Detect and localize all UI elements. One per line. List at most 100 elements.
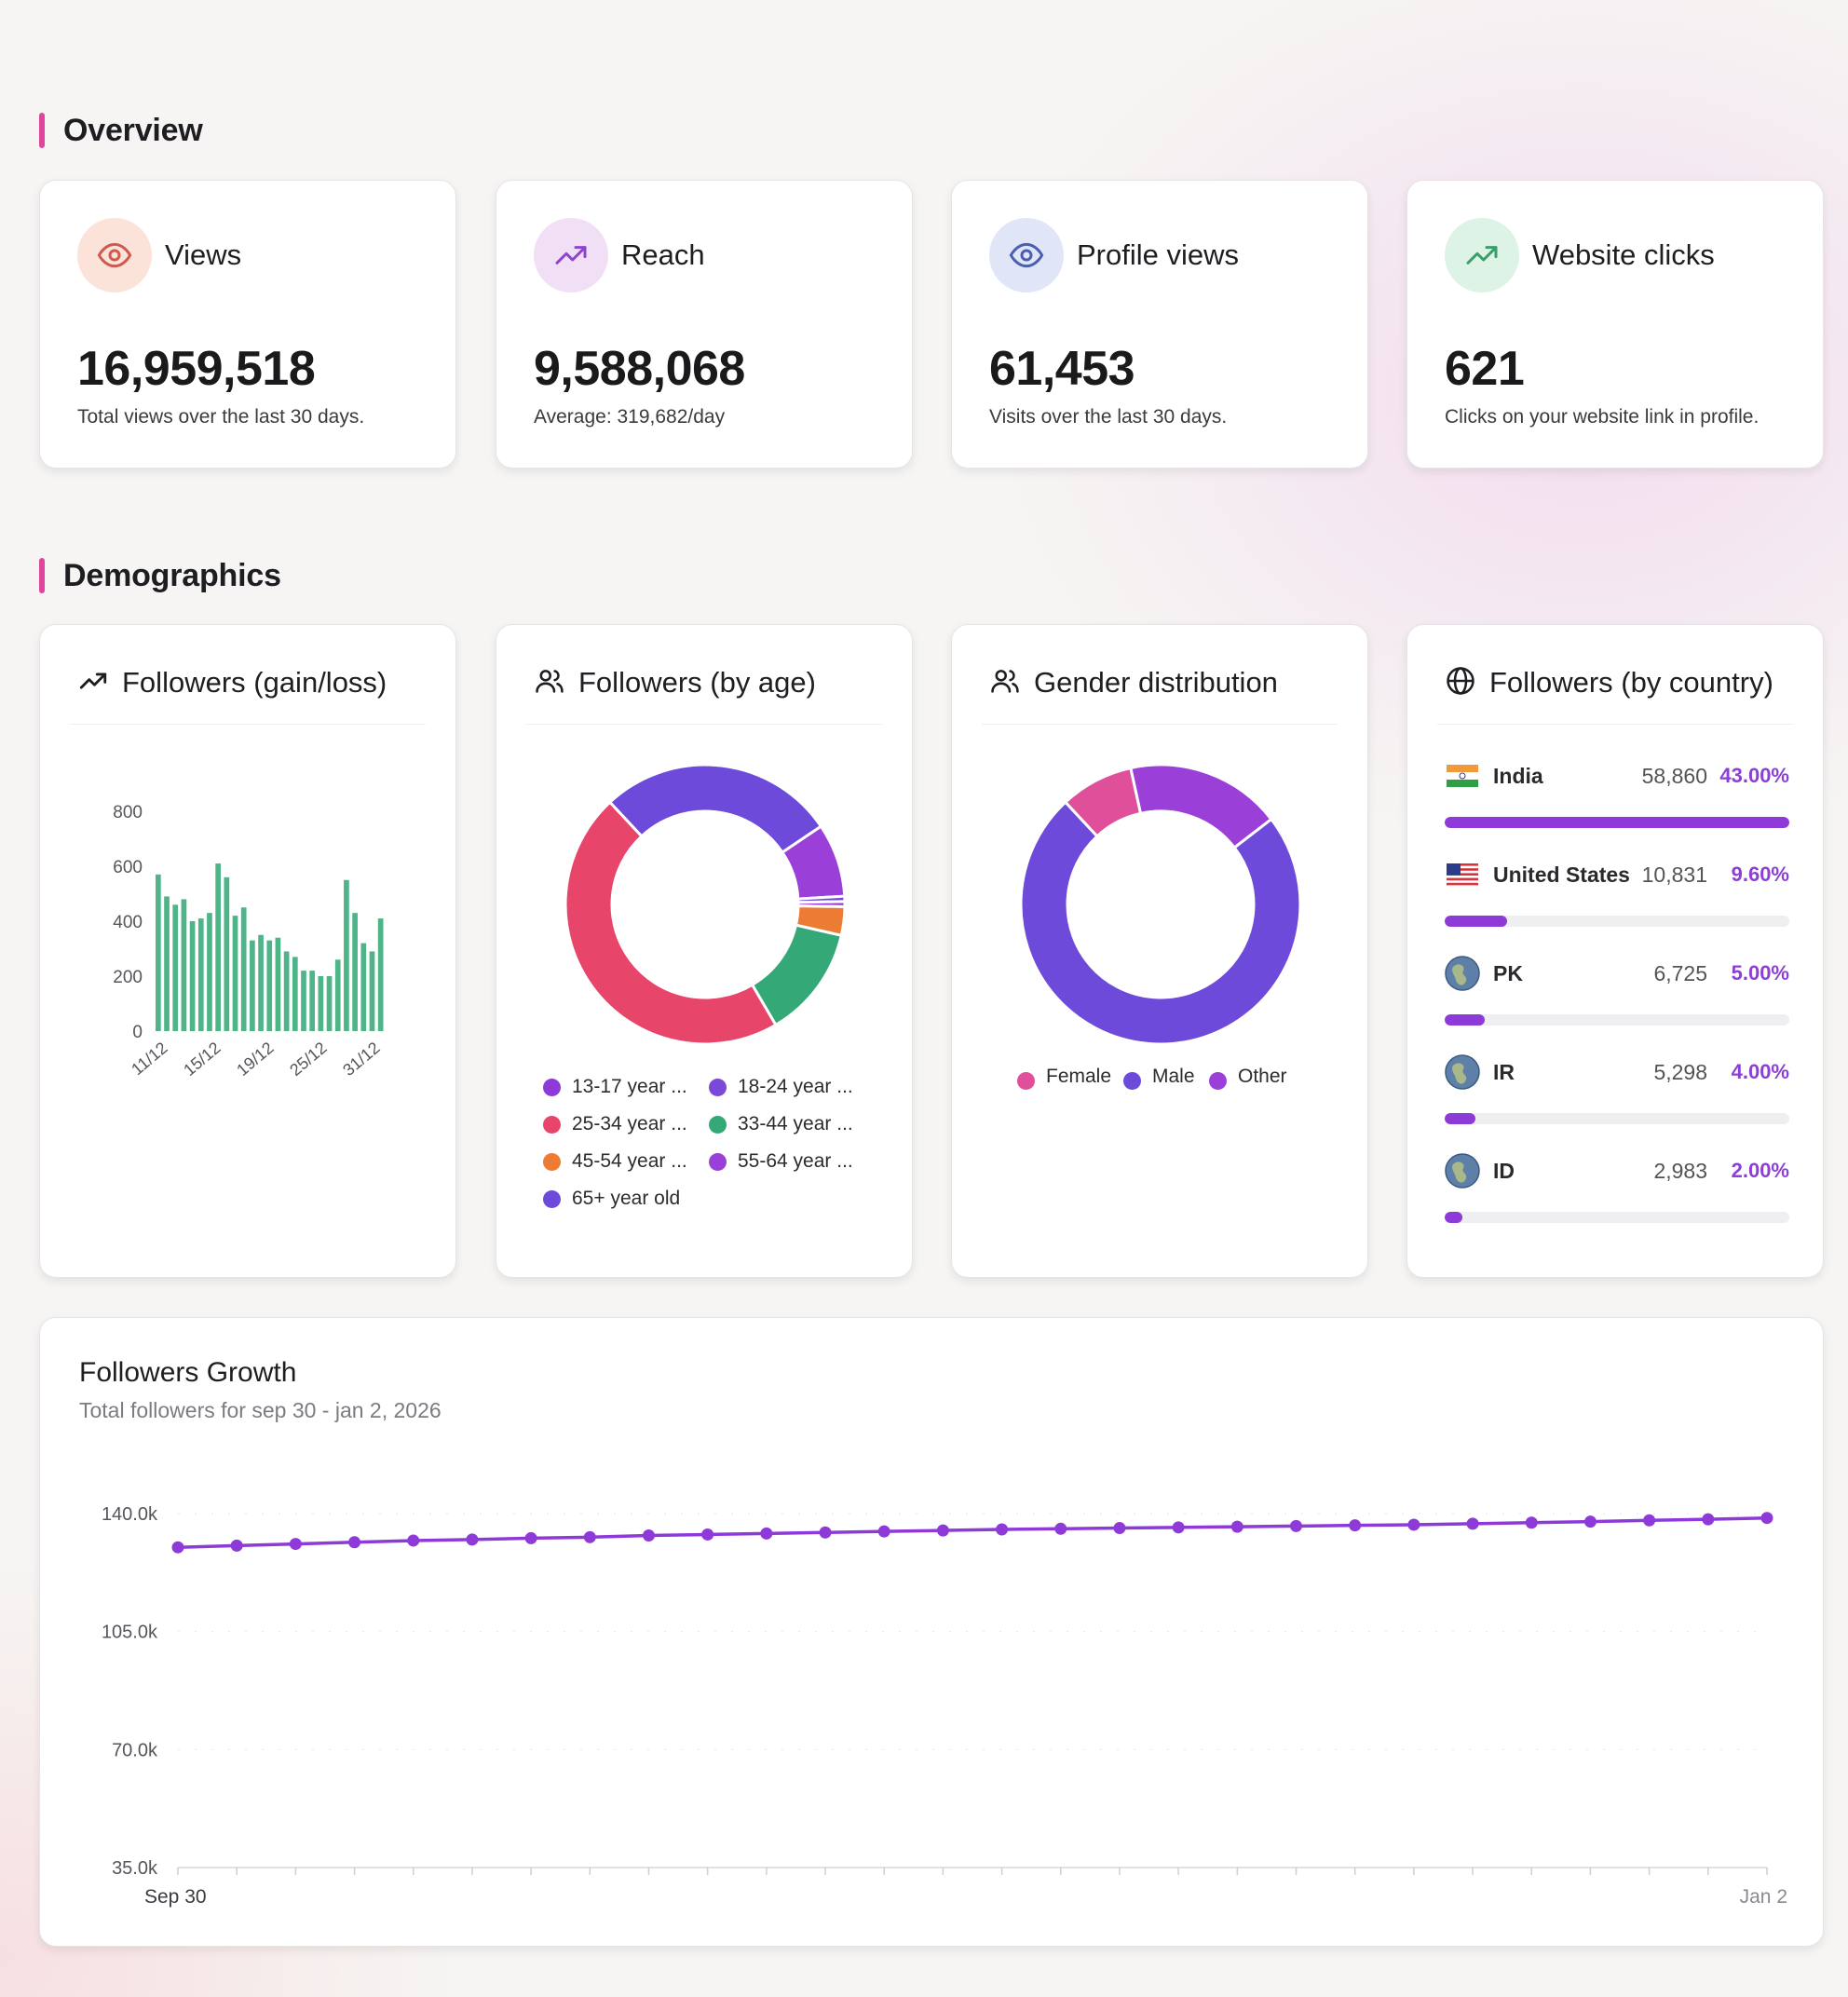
bar	[224, 876, 230, 1031]
country-progress-fill	[1445, 817, 1789, 828]
flag-us-icon	[1445, 857, 1480, 892]
data-point	[289, 1538, 302, 1551]
age-card: Followers (by age) 13-17 year ... 18-24 …	[496, 624, 913, 1278]
bar	[172, 904, 179, 1031]
country-progress-fill	[1445, 1113, 1476, 1124]
divider	[70, 724, 426, 725]
legend-item: 13-17 year ...	[543, 1076, 687, 1098]
metric-card-profile-views[interactable]: Profile views 61,453 Visits over the las…	[951, 180, 1368, 469]
data-point	[642, 1529, 655, 1542]
bar	[240, 907, 247, 1031]
metric-caption: Average: 319,682/day	[534, 406, 726, 428]
data-point	[1113, 1522, 1126, 1535]
data-point	[171, 1541, 184, 1554]
trending-up-icon	[1445, 218, 1519, 292]
x-tick-label: 25/12	[286, 1039, 330, 1080]
data-point	[1172, 1521, 1185, 1534]
legend-item: 65+ year old	[543, 1188, 680, 1210]
x-end-label: Jan 2	[1740, 1886, 1787, 1908]
country-progress-bar	[1445, 817, 1789, 828]
trending-up-icon	[77, 665, 109, 701]
metric-caption: Visits over the last 30 days.	[989, 406, 1228, 428]
gender-donut-chart	[1019, 765, 1302, 1046]
bar	[344, 879, 349, 1031]
metric-value: 16,959,518	[77, 342, 316, 396]
country-progress-bar	[1445, 916, 1789, 927]
data-point	[348, 1536, 361, 1549]
card-title: Gender distribution	[1034, 666, 1278, 699]
gain-loss-bar-chart: 0 200 400 600 800 11/12 15/12 19/12 25/12 31/12	[113, 803, 383, 1080]
country-row-india: India 58,860 43.00%	[1445, 759, 1789, 843]
bar	[232, 916, 238, 1031]
country-progress-fill	[1445, 1212, 1462, 1223]
bar	[360, 943, 367, 1031]
metric-label: Reach	[621, 238, 705, 271]
eye-icon	[77, 218, 152, 292]
y-tick-label: 35.0k	[112, 1858, 158, 1879]
data-point	[1054, 1522, 1067, 1535]
metric-card-website-clicks[interactable]: Website clicks 621 Clicks on your websit…	[1406, 180, 1824, 469]
bar	[283, 951, 290, 1031]
legend-item: 45-54 year ...	[543, 1150, 687, 1173]
bar	[181, 899, 187, 1031]
gender-card: Gender distribution Female Male Other	[951, 624, 1368, 1278]
legend-item: 55-64 year ...	[709, 1150, 853, 1173]
country-progress-bar	[1445, 1113, 1789, 1124]
trending-up-icon	[534, 218, 608, 292]
legend-item: 18-24 year ...	[709, 1076, 853, 1098]
eye-icon	[989, 218, 1064, 292]
users-icon	[989, 665, 1021, 701]
data-point	[524, 1531, 537, 1544]
card-title: Followers (by country)	[1489, 666, 1773, 699]
legend-item: 25-34 year ...	[543, 1113, 687, 1135]
legend-item: Male	[1123, 1063, 1195, 1090]
data-point	[1702, 1513, 1715, 1526]
globe-icon	[1445, 1153, 1480, 1189]
data-point	[1230, 1520, 1243, 1533]
data-point	[1407, 1518, 1420, 1531]
x-tick-label: 19/12	[233, 1039, 277, 1080]
growth-title: Followers Growth	[79, 1357, 297, 1388]
metric-caption: Clicks on your website link in profile.	[1445, 406, 1760, 428]
data-point	[230, 1539, 243, 1552]
bar	[369, 951, 375, 1031]
globe-icon	[1445, 665, 1476, 701]
y-tick-label: 70.0k	[112, 1740, 158, 1760]
data-point	[1583, 1515, 1597, 1528]
data-point	[996, 1523, 1009, 1536]
data-point	[1643, 1514, 1656, 1527]
metric-value: 621	[1445, 342, 1525, 396]
overview-title: Overview	[39, 111, 203, 150]
country-row-pk: PK 6,725 5.00%	[1445, 956, 1789, 1040]
divider	[982, 724, 1338, 725]
bar	[207, 913, 212, 1031]
bar	[309, 971, 316, 1031]
country-row-id: ID 2,983 2.00%	[1445, 1153, 1789, 1238]
data-point	[583, 1530, 596, 1543]
divider	[1437, 724, 1793, 725]
country-progress-fill	[1445, 916, 1507, 927]
globe-icon	[1445, 956, 1480, 991]
growth-subtitle: Total followers for sep 30 - jan 2, 2026	[79, 1398, 442, 1422]
bar	[156, 874, 161, 1031]
data-point	[466, 1533, 479, 1546]
data-point	[1466, 1517, 1479, 1530]
bar	[334, 959, 341, 1031]
bar	[197, 918, 204, 1031]
country-row-ir: IR 5,298 4.00%	[1445, 1054, 1789, 1139]
country-progress-bar	[1445, 1212, 1789, 1223]
y-tick-label: 200	[113, 968, 143, 987]
metric-card-views[interactable]: Views 16,959,518 Total views over the la…	[39, 180, 456, 469]
bar	[352, 913, 358, 1031]
bar	[318, 976, 324, 1031]
bar	[301, 971, 306, 1031]
card-title: Followers (gain/loss)	[122, 666, 387, 699]
metric-card-reach[interactable]: Reach 9,588,068 Average: 319,682/day	[496, 180, 913, 469]
demographics-title: Demographics	[39, 556, 281, 595]
metric-value: 9,588,068	[534, 342, 745, 396]
data-point	[1290, 1519, 1303, 1532]
donut-slice	[1019, 800, 1302, 1046]
series-line	[177, 1515, 1768, 1549]
x-start-label: Sep 30	[144, 1886, 207, 1908]
donut-slice	[564, 800, 778, 1046]
